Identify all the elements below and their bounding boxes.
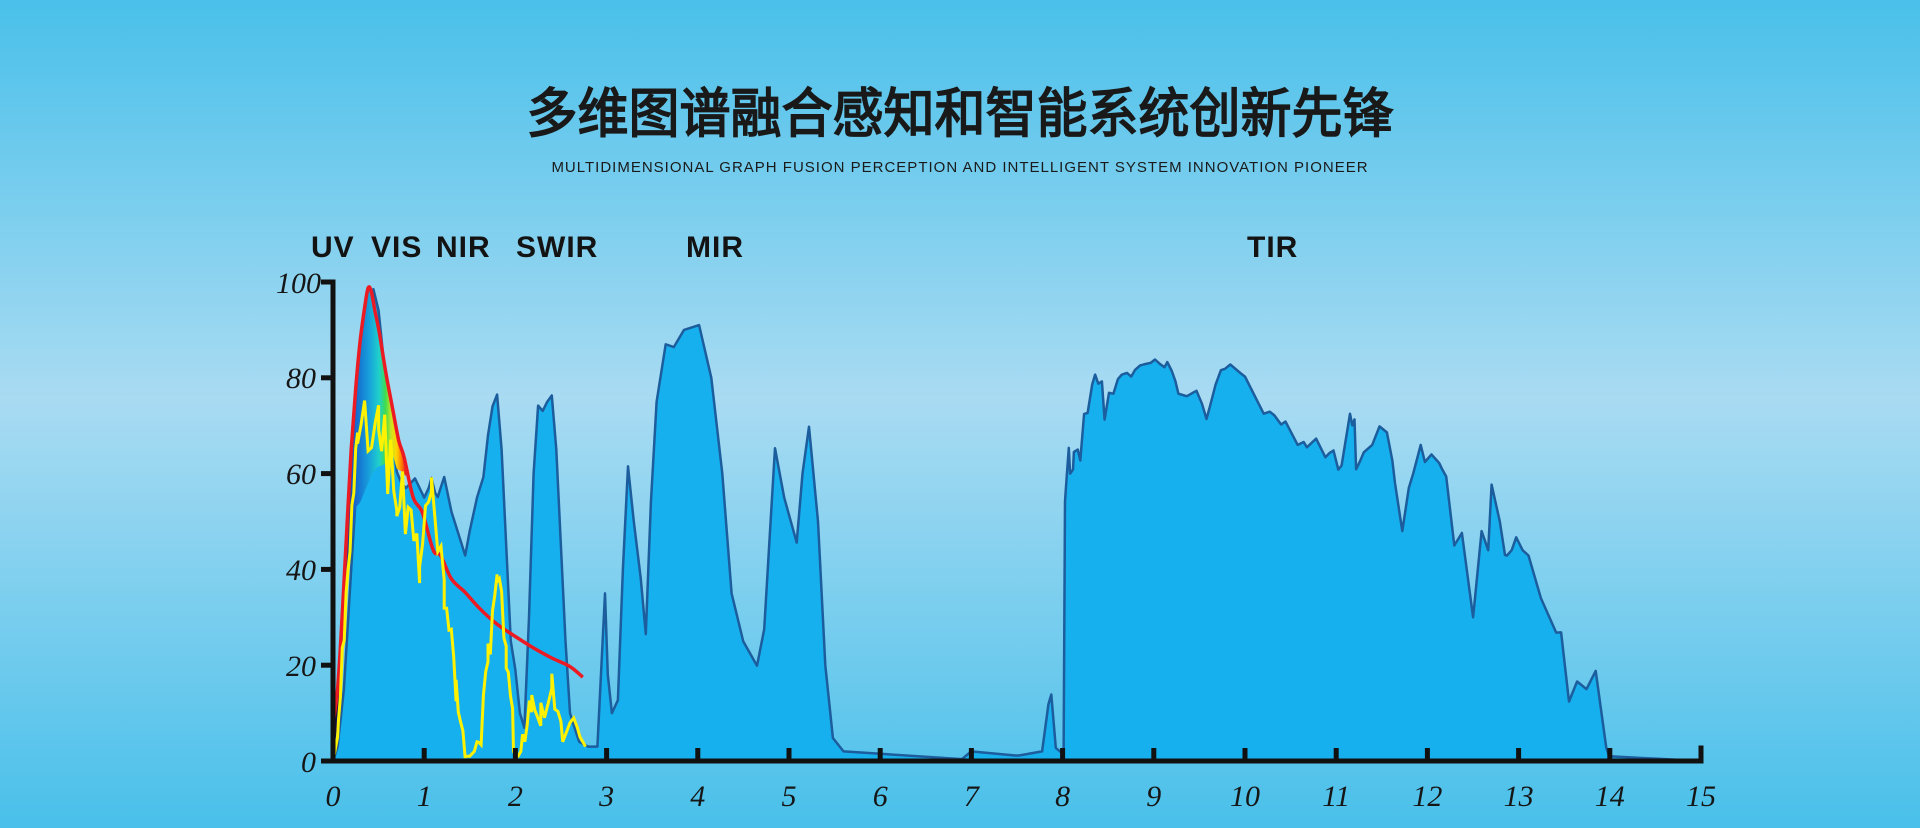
svg-text:MIR: MIR [686, 231, 744, 264]
svg-text:VIS: VIS [371, 231, 422, 264]
svg-text:UV: UV [311, 231, 355, 264]
svg-text:60: 60 [286, 458, 316, 491]
svg-text:0: 0 [326, 780, 341, 813]
svg-text:5: 5 [782, 780, 797, 813]
svg-text:TIR: TIR [1247, 231, 1298, 264]
svg-text:80: 80 [286, 362, 316, 395]
svg-text:9: 9 [1146, 780, 1161, 813]
svg-text:0: 0 [301, 746, 316, 779]
svg-text:SWIR: SWIR [516, 231, 598, 264]
svg-text:2: 2 [508, 780, 523, 813]
svg-text:12: 12 [1412, 780, 1442, 813]
svg-text:20: 20 [286, 650, 316, 683]
svg-text:6: 6 [873, 780, 888, 813]
svg-text:10: 10 [1230, 780, 1260, 813]
svg-text:4: 4 [690, 780, 705, 813]
svg-text:100: 100 [276, 267, 321, 300]
svg-text:8: 8 [1055, 780, 1070, 813]
svg-text:3: 3 [598, 780, 614, 813]
svg-text:11: 11 [1322, 780, 1350, 813]
svg-text:14: 14 [1595, 780, 1625, 813]
svg-text:13: 13 [1504, 780, 1534, 813]
svg-text:40: 40 [286, 554, 316, 587]
svg-text:15: 15 [1686, 780, 1716, 813]
svg-text:7: 7 [964, 780, 981, 813]
svg-text:NIR: NIR [436, 231, 491, 264]
svg-text:1: 1 [417, 780, 432, 813]
